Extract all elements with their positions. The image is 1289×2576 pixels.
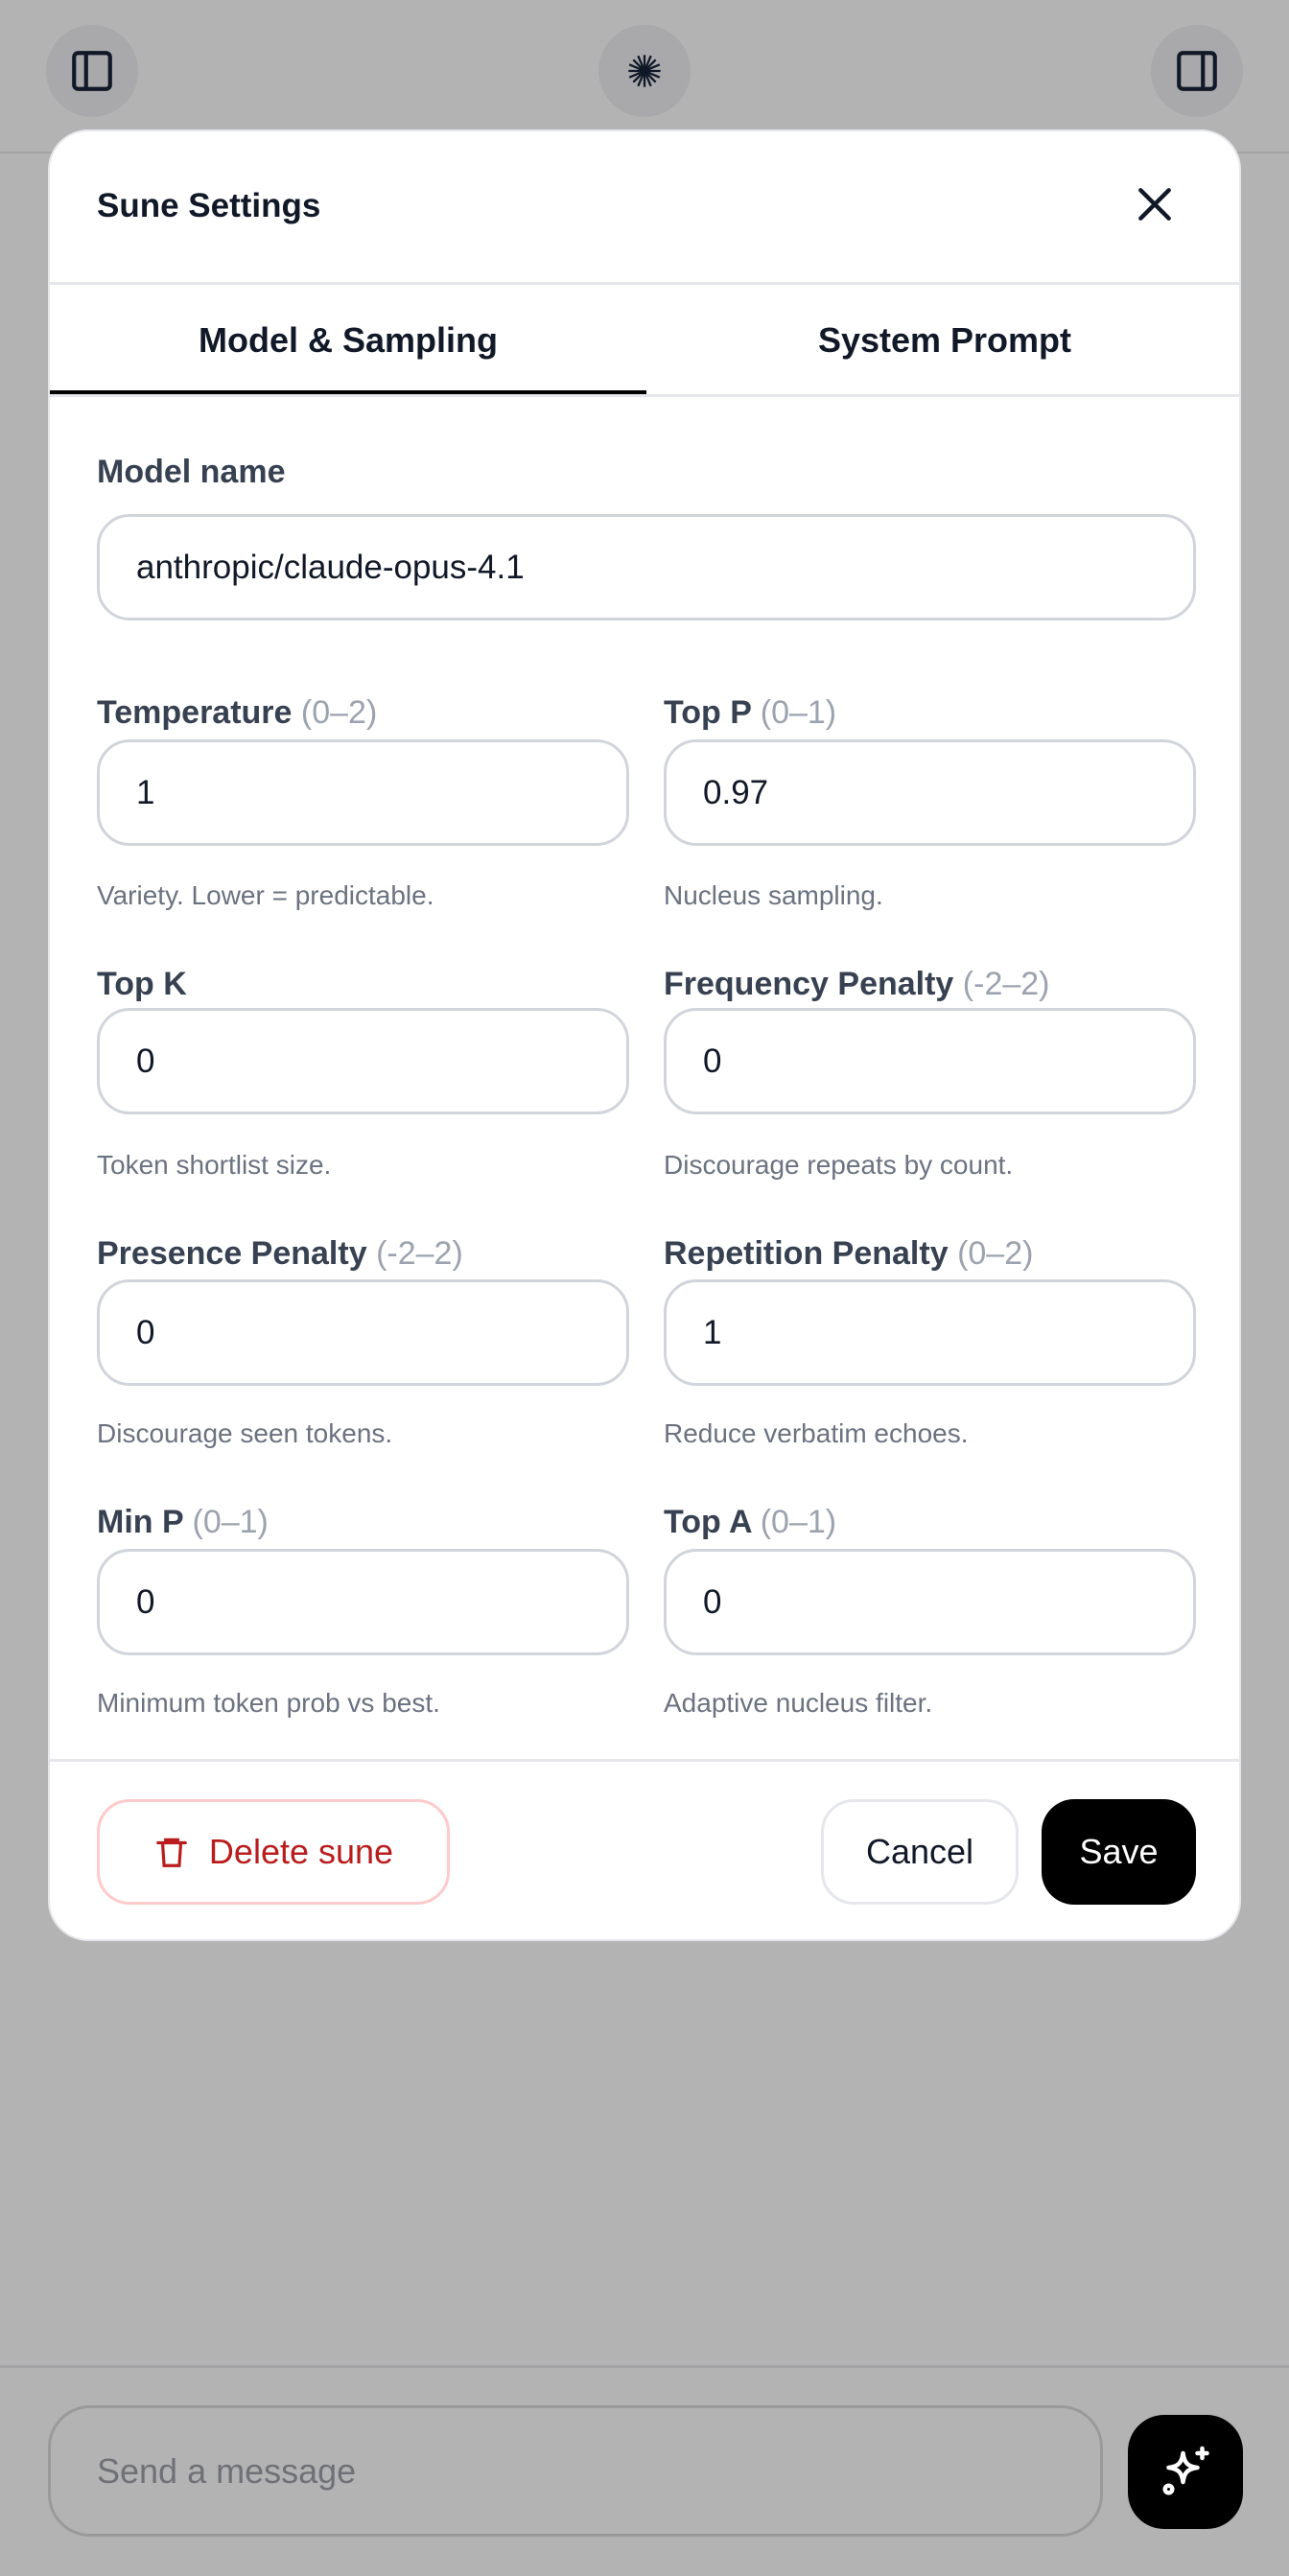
field-name: Top K — [97, 966, 187, 1002]
top-k-hint: Token shortlist size. — [97, 1150, 332, 1180]
tabs-divider — [50, 394, 1239, 397]
presence-penalty-hint: Discourage seen tokens. — [97, 1418, 393, 1448]
logo-button[interactable] — [598, 25, 691, 117]
field-range: (0–2) — [957, 1235, 1034, 1272]
field-name: Temperature — [97, 694, 293, 731]
dialog-title: Sune Settings — [97, 187, 321, 224]
frequency-penalty-input[interactable] — [664, 1008, 1196, 1114]
delete-sune-label: Delete sune — [208, 1832, 394, 1871]
repetition-penalty-label: Repetition Penalty (0–2) — [664, 1235, 1033, 1273]
trash-icon — [156, 1838, 187, 1867]
model-name-input[interactable] — [97, 514, 1196, 621]
cancel-button[interactable]: Cancel — [821, 1799, 1019, 1905]
temperature-label: Temperature (0–2) — [97, 694, 377, 732]
top-k-input[interactable] — [97, 1008, 629, 1114]
temperature-input[interactable] — [97, 739, 629, 846]
close-icon[interactable] — [1134, 183, 1176, 225]
field-name: Frequency Penalty — [664, 966, 954, 1002]
footer-divider — [50, 1759, 1239, 1762]
frequency-penalty-label: Frequency Penalty (-2–2) — [664, 966, 1050, 1003]
min-p-hint: Minimum token prob vs best. — [97, 1688, 440, 1718]
top-p-hint: Nucleus sampling. — [664, 880, 883, 910]
repetition-penalty-hint: Reduce verbatim echoes. — [664, 1418, 969, 1448]
field-name: Repetition Penalty — [664, 1235, 949, 1272]
toggle-right-sidebar-button[interactable] — [1151, 25, 1243, 117]
field-range: (0–2) — [300, 694, 378, 731]
field-range: (0–1) — [760, 694, 837, 731]
sparkles-icon — [1162, 2446, 1209, 2494]
toggle-left-sidebar-button[interactable] — [46, 25, 138, 117]
model-name-label: Model name — [97, 454, 286, 490]
save-button[interactable]: Save — [1042, 1799, 1196, 1905]
sparkles-button[interactable] — [1128, 2415, 1243, 2529]
field-range: (-2–2) — [376, 1235, 463, 1272]
sidebar-left-icon — [72, 51, 112, 91]
top-a-input[interactable] — [664, 1549, 1196, 1655]
top-p-label: Top P (0–1) — [664, 694, 836, 732]
repetition-penalty-input[interactable] — [664, 1279, 1196, 1386]
tab-system-prompt[interactable]: System Prompt — [817, 319, 1072, 360]
field-range: (0–1) — [192, 1504, 269, 1540]
sune-settings-dialog: Sune Settings Model & Sampling System Pr… — [48, 129, 1241, 1941]
min-p-label: Min P (0–1) — [97, 1504, 269, 1541]
field-name: Min P — [97, 1504, 184, 1540]
presence-penalty-label: Presence Penalty (-2–2) — [97, 1235, 463, 1273]
starburst-logo-icon — [628, 55, 661, 87]
delete-sune-button[interactable]: Delete sune — [97, 1799, 450, 1905]
sidebar-right-icon — [1177, 51, 1217, 91]
top-a-hint: Adaptive nucleus filter. — [664, 1688, 933, 1718]
message-input[interactable] — [48, 2405, 1103, 2537]
title-divider — [50, 282, 1239, 285]
tab-model-sampling[interactable]: Model & Sampling — [50, 284, 646, 396]
presence-penalty-input[interactable] — [97, 1279, 629, 1386]
min-p-input[interactable] — [97, 1549, 629, 1655]
top-k-label: Top K — [97, 966, 187, 1003]
field-name: Top P — [664, 694, 752, 731]
top-a-label: Top A (0–1) — [664, 1504, 836, 1541]
field-name: Top A — [664, 1504, 752, 1540]
top-p-input[interactable] — [664, 739, 1196, 846]
field-range: (0–1) — [760, 1504, 837, 1540]
frequency-penalty-hint: Discourage repeats by count. — [664, 1150, 1014, 1180]
composer-divider — [0, 2365, 1289, 2368]
field-range: (-2–2) — [962, 966, 1050, 1002]
field-name: Presence Penalty — [97, 1235, 367, 1272]
temperature-hint: Variety. Lower = predictable. — [97, 880, 434, 910]
